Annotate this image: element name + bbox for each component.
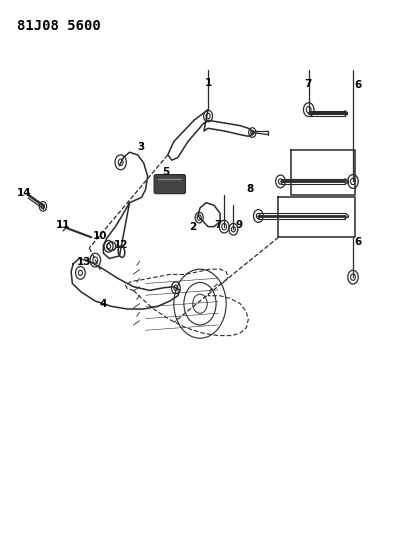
Text: 81J08 5600: 81J08 5600 (17, 19, 101, 33)
Text: 3: 3 (137, 142, 144, 152)
Text: 6: 6 (355, 80, 362, 90)
Text: 4: 4 (100, 298, 107, 309)
Text: 11: 11 (56, 220, 70, 230)
Text: 6: 6 (355, 237, 362, 247)
Text: 7: 7 (215, 220, 222, 230)
Text: 2: 2 (189, 222, 197, 232)
FancyBboxPatch shape (154, 174, 185, 193)
Text: 14: 14 (17, 188, 32, 198)
Text: 1: 1 (204, 78, 212, 88)
Text: 7: 7 (304, 79, 311, 89)
Text: 12: 12 (114, 240, 128, 250)
Text: 8: 8 (247, 184, 254, 195)
Text: 10: 10 (93, 231, 108, 241)
Text: 9: 9 (236, 220, 243, 230)
Text: 5: 5 (162, 167, 169, 177)
Text: 13: 13 (77, 257, 92, 267)
